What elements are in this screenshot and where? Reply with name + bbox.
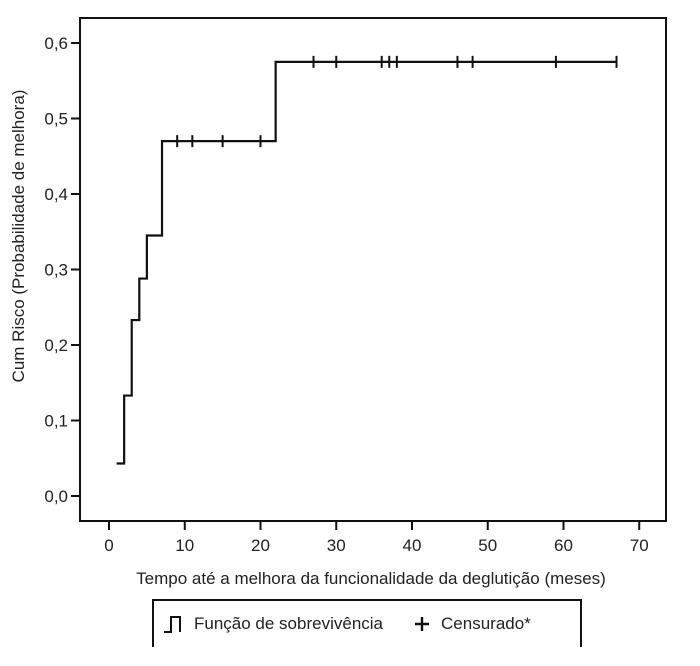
x-tick-label: 30 <box>327 536 346 555</box>
x-tick-label: 0 <box>104 536 113 555</box>
y-tick-label: 0,1 <box>44 412 68 431</box>
y-tick-label: 0,4 <box>44 185 68 204</box>
y-tick-label: 0,2 <box>44 336 68 355</box>
x-tick-label: 20 <box>251 536 270 555</box>
x-tick-label: 50 <box>478 536 497 555</box>
x-axis-label: Tempo até a melhora da funcionalidade da… <box>136 569 606 588</box>
legend-item-censored: Censurado* <box>413 614 531 634</box>
legend-survival-label: Função de sobrevivência <box>194 614 384 633</box>
plot-frame <box>79 17 667 522</box>
x-tick-label: 60 <box>554 536 573 555</box>
step-line-icon <box>164 616 181 633</box>
legend-censored-label: Censurado* <box>441 614 531 633</box>
y-tick-label: 0,3 <box>44 261 68 280</box>
survival-step-line <box>116 60 617 465</box>
y-tick-label: 0,6 <box>44 34 68 53</box>
y-tick-label: 0,5 <box>44 110 68 129</box>
y-tick-label: 0,0 <box>44 487 68 506</box>
x-tick-label: 40 <box>403 536 422 555</box>
plus-icon <box>415 617 430 631</box>
y-axis-label: Cum Risco (Probabilidade de melhora) <box>9 90 28 383</box>
legend: Função de sobrevivência Censurado* <box>152 599 582 647</box>
legend-item-survival: Função de sobrevivência <box>162 613 383 635</box>
x-tick-label: 10 <box>175 536 194 555</box>
x-tick-label: 70 <box>630 536 649 555</box>
